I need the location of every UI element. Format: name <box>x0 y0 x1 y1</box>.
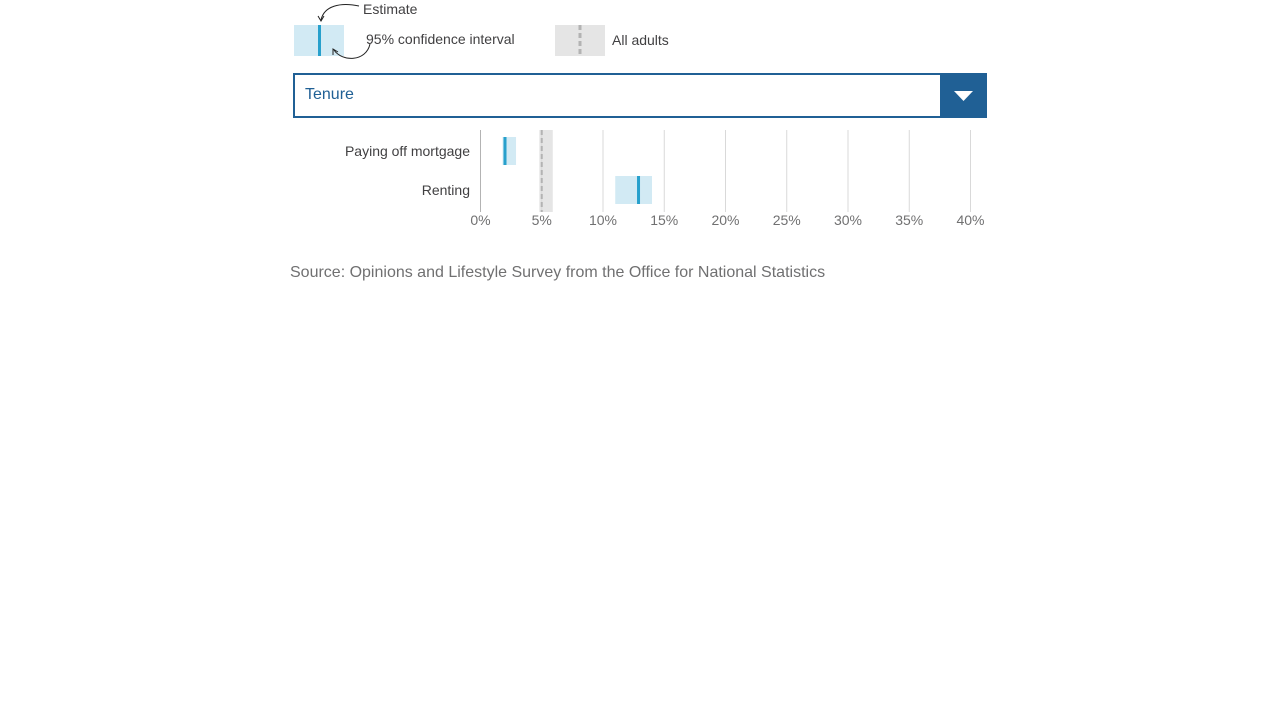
category-label: Renting <box>422 182 470 198</box>
ci-bar <box>615 176 652 204</box>
ci-arrowhead-icon <box>332 48 339 55</box>
chevron-down-icon <box>954 91 973 101</box>
x-tick-label: 10% <box>589 212 617 228</box>
estimate-marker <box>503 137 507 165</box>
legend-all-adults-label: All adults <box>612 32 669 48</box>
chart-svg: 0% 5% 10% 15% 20% 25% 30% 35% 40% Paying off mort… <box>345 130 985 228</box>
legend-estimate-label: Estimate <box>363 1 418 17</box>
legend-ci-key <box>294 4 371 59</box>
tenure-select[interactable]: Tenure <box>293 73 987 118</box>
estimate-arrowhead-icon <box>317 15 325 22</box>
x-tick-label: 40% <box>956 212 984 228</box>
x-tick-label: 15% <box>650 212 678 228</box>
x-tick-label: 5% <box>532 212 552 228</box>
estimate-marker <box>637 176 641 204</box>
chart: 0% 5% 10% 15% 20% 25% 30% 35% 40% Paying off mort… <box>290 124 990 239</box>
source-note: Source: Opinions and Lifestyle Survey fr… <box>290 264 826 281</box>
x-tick-label: 25% <box>773 212 801 228</box>
ci-arrow-icon <box>333 43 371 59</box>
legend: Estimate 95% confidence interval All adu… <box>290 0 990 64</box>
select-value: Tenure <box>305 86 354 103</box>
x-tick-label: 35% <box>895 212 923 228</box>
x-tick-label: 0% <box>470 212 490 228</box>
x-tick-label: 30% <box>834 212 862 228</box>
x-tick-label: 20% <box>711 212 739 228</box>
legend-all-adults-key <box>555 25 605 56</box>
legend-estimate-marker <box>318 25 321 56</box>
estimate-arrow-icon <box>320 4 360 21</box>
category-label: Paying off mortgage <box>345 143 470 159</box>
select-toggle-button[interactable] <box>940 73 987 118</box>
legend-ci-label: 95% confidence interval <box>366 31 515 47</box>
